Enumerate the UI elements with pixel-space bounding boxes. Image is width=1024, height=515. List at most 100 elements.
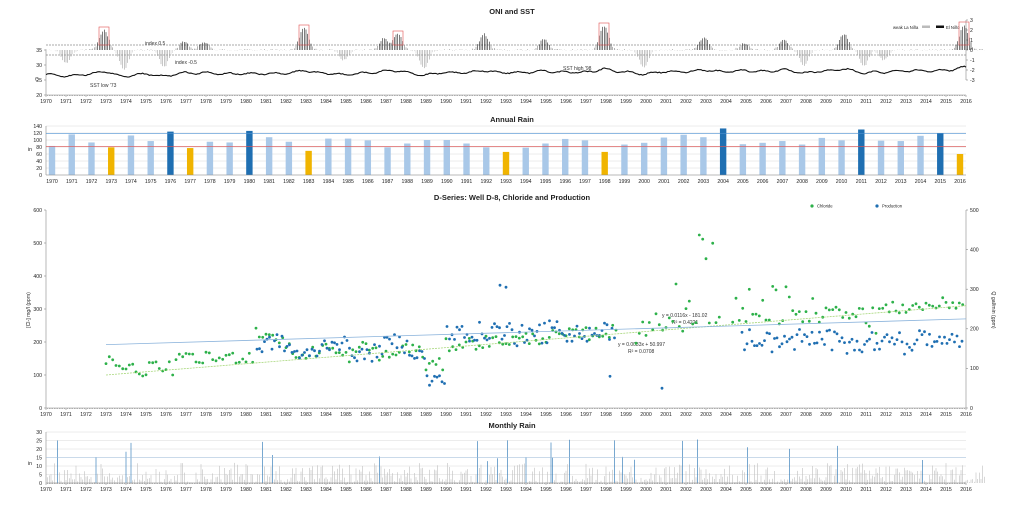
rain-bar-1986 [364,140,372,175]
production-point [838,339,841,343]
production-point [885,333,889,336]
production-point [840,336,844,340]
monthly-x-axis-label: 1980 [240,487,252,493]
chloride-point [107,355,111,359]
production-point [533,334,536,338]
chloride-point [494,335,498,338]
rain-bar-2016 [956,154,964,175]
rain-x-label: 1989 [421,179,433,185]
monthly-x-axis-label: 1992 [480,487,492,493]
monthly-y-tick-label: 0 [39,481,42,487]
chloride-point [187,352,191,356]
production-point [853,348,856,352]
rain-x-label: 1987 [382,179,394,185]
production-point [308,354,311,358]
rain-bar-1999 [621,144,628,175]
production-point [905,342,909,346]
monthly-x-axis-label: 1988 [400,487,412,493]
monthly-x-axis-label: 1994 [520,487,532,493]
chloride-point [704,257,708,261]
chloride-point [954,306,958,310]
chloride-point [404,343,408,346]
dseries-x-axis-label: 1980 [240,412,252,418]
rain-bar-2008 [798,144,806,175]
monthly-x-axis-label: 2016 [960,487,972,493]
chloride-point [794,312,798,316]
dseries-x-axis-label: 1992 [480,412,492,418]
monthly-x-axis-label: 2002 [680,487,692,493]
production-point [815,341,819,345]
dseries-x-axis-label: 1994 [520,412,532,418]
rain-x-label: 1982 [283,179,295,185]
oni-x-axis-label: 1996 [560,99,572,105]
production-point [278,345,281,349]
chloride-point [734,296,738,300]
legend-production-marker [875,204,879,208]
chloride-point [141,374,145,378]
production-point [355,359,359,363]
production-point [295,349,299,353]
oni-x-axis-label: 1993 [500,99,512,105]
rain-x-label: 2000 [638,179,650,185]
chloride-point [104,362,108,365]
dseries-x-axis-label: 2015 [940,412,952,418]
chloride-point [747,287,751,291]
monthly-x-axis-label: 1999 [620,487,632,493]
rain-bar-2015 [937,133,944,175]
production-point [935,340,939,343]
chloride-point [511,335,515,339]
chloride-point [701,237,705,241]
rain-x-label: 2009 [816,179,828,185]
rain-bar-1979 [226,142,233,175]
monthly-x-axis-label: 1974 [120,487,132,493]
rain-bar-2002 [680,134,687,175]
dseries-x-axis-label: 2010 [840,412,852,418]
rain-x-label: 2014 [915,179,927,185]
chloride-point [214,359,218,363]
production-point [325,346,329,350]
dseries-right-tick-label: 0 [970,406,973,412]
dseries-x-axis-label: 1976 [160,412,172,418]
dseries-x-axis-label: 1985 [340,412,352,418]
oni-x-axis-label: 1991 [460,99,472,105]
chloride-point [951,301,955,304]
monthly-x-axis-label: 1977 [180,487,192,493]
rain-x-label: 1995 [540,179,552,185]
rain-x-label: 1975 [145,179,157,185]
chloride-point [644,334,648,337]
rain-x-label: 2011 [856,179,867,185]
production-point [818,330,821,334]
oni-right-tick-label: -2 [970,68,975,74]
chloride-point [464,340,468,344]
chloride-point [277,341,281,345]
chloride-point [541,337,545,340]
rain-x-label: 1981 [263,179,275,185]
chloride-point [194,360,198,364]
production-point [820,337,824,341]
production-point [660,386,664,390]
chloride-point [197,361,201,364]
production-point [953,340,956,344]
rain-x-label: 2016 [954,179,966,185]
chloride-point [874,331,878,335]
production-point [740,330,744,334]
legend-lanina-swatch [922,25,930,28]
rain-x-label: 1979 [224,179,236,185]
rain-x-label: 1990 [441,179,453,185]
monthly-x-axis-label: 1989 [420,487,432,493]
production-point [898,331,901,335]
chloride-point [467,337,471,340]
production-point [338,348,341,352]
production-point [795,333,799,336]
production-point [603,321,606,325]
trendline-chloride [105,305,967,376]
production-point [345,339,349,342]
production-point [460,325,464,328]
chloride-point [344,351,348,354]
oni-x-axis-label: 2000 [640,99,652,105]
chloride-point [417,345,421,349]
chloride-point [481,346,485,349]
oni-legend: weak La Niña El Niño [893,25,960,30]
chloride-point [811,297,815,300]
chloride-point [737,319,741,322]
